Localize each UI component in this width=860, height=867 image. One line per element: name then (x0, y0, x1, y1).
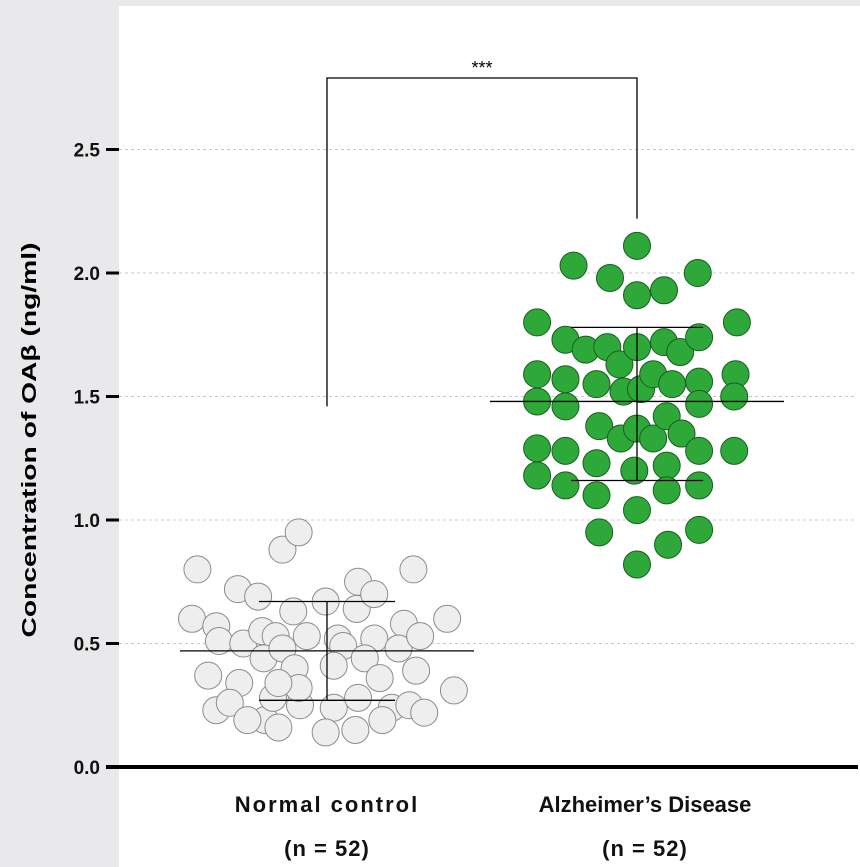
data-point (685, 389, 714, 418)
y-axis-label: Concentration of OAβ (ng/ml) (19, 243, 41, 638)
data-point (365, 664, 394, 693)
data-point (720, 382, 749, 411)
data-point (244, 582, 273, 611)
significance-label: *** (471, 58, 492, 78)
data-point (402, 656, 431, 685)
category-label: Alzheimer’s Disease (539, 792, 752, 817)
axes: 0.0 0.5 1.0 1.5 2.0 2.5 (74, 141, 858, 779)
data-point (368, 706, 397, 735)
category-n-label: (n = 52) (284, 836, 370, 861)
bracket-line (326, 77, 638, 407)
data-point (582, 449, 611, 478)
data-point (399, 555, 428, 584)
data-point (264, 669, 293, 698)
y-tick-label: 0.5 (74, 635, 101, 656)
data-point (683, 259, 712, 287)
data-point (344, 683, 373, 712)
data-point (650, 276, 678, 305)
data-point (551, 365, 580, 394)
data-point (551, 436, 580, 465)
data-point (551, 471, 580, 500)
data-point (685, 436, 714, 465)
data-point (410, 698, 439, 727)
data-point (194, 661, 223, 690)
y-tick-label: 1.0 (74, 511, 100, 532)
y-tick-label: 1.5 (74, 388, 101, 409)
y-tick-label: 2.0 (74, 264, 100, 285)
data-point (384, 634, 413, 663)
data-point (639, 424, 668, 453)
data-point (319, 693, 348, 722)
data-point (523, 461, 552, 490)
significance-bracket: *** (326, 58, 638, 407)
data-point (722, 308, 751, 337)
data-point (654, 530, 683, 559)
data-point (623, 496, 651, 525)
data-point (178, 604, 206, 633)
data-point (551, 392, 580, 421)
mean-sd-bars (180, 326, 784, 701)
data-point (350, 644, 379, 673)
data-point (652, 451, 681, 480)
data-point (658, 370, 687, 399)
data-point (341, 715, 370, 744)
data-point (523, 308, 552, 337)
data-point (685, 471, 714, 500)
data-point (666, 338, 695, 367)
data-point (623, 281, 651, 310)
data-point (264, 713, 293, 742)
data-point (582, 370, 611, 399)
data-point (685, 515, 714, 544)
data-point (559, 251, 588, 280)
data-point (268, 535, 297, 564)
labels: Concentration of OAβ (ng/ml) Normal contr… (19, 243, 751, 862)
data-point (284, 518, 313, 547)
data-point (439, 676, 468, 705)
data-point (720, 436, 749, 465)
data-point (596, 263, 624, 292)
data-point (215, 688, 244, 717)
data-point (585, 412, 614, 441)
data-point (292, 622, 321, 651)
category-label: Normal control (235, 792, 419, 817)
data-point (183, 555, 212, 584)
data-point (406, 622, 435, 651)
data-point (623, 231, 651, 260)
data-point (623, 550, 651, 579)
data-point (620, 456, 649, 485)
y-tick-label: 2.5 (74, 141, 101, 162)
data-point (233, 706, 262, 735)
data-point (585, 518, 614, 547)
data-point (652, 476, 681, 505)
data-point (605, 350, 634, 379)
data-point (523, 360, 552, 389)
normal-control-points (178, 518, 468, 747)
data-point (319, 651, 348, 680)
data-point (523, 434, 552, 463)
data-point (667, 419, 696, 448)
alzheimers-points (523, 231, 751, 579)
data-point (685, 323, 714, 352)
data-point (360, 580, 389, 609)
data-point (433, 604, 462, 633)
y-tick-label: 0.0 (74, 758, 100, 779)
data-point (582, 481, 611, 510)
data-point (279, 597, 308, 626)
data-point (311, 718, 340, 747)
category-n-label: (n = 52) (602, 836, 688, 861)
